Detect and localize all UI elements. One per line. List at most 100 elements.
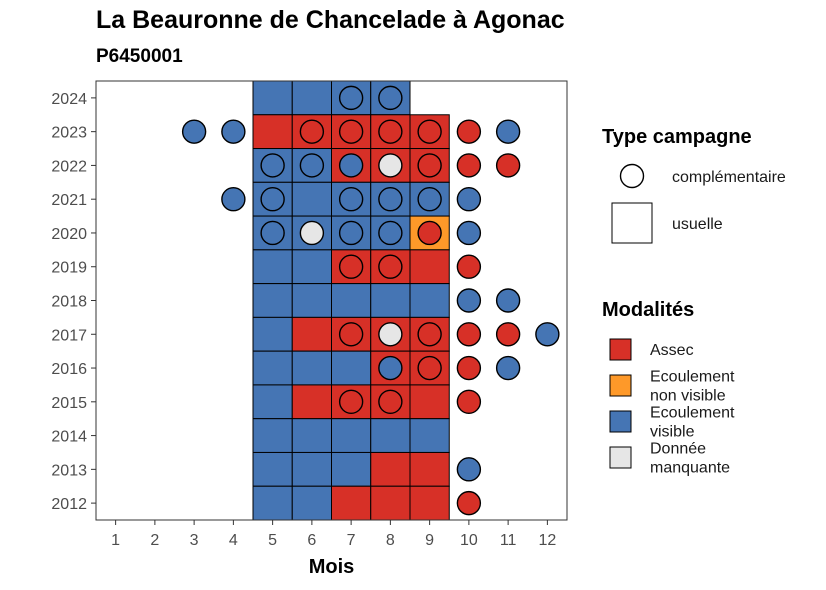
y-tick-label-2021: 2021: [51, 192, 87, 209]
tile-2017-6: [291, 316, 332, 352]
tile-2013-9: [409, 451, 450, 487]
tile-2016-5: [252, 350, 293, 386]
point-2022-8: [378, 153, 403, 178]
y-tick-label-2016: 2016: [51, 361, 87, 378]
tile-2018-7: [331, 283, 372, 318]
tile-2012-7: [331, 485, 372, 521]
point-2020-9: [417, 220, 442, 246]
point-2020-7: [338, 220, 364, 246]
point-2022-7: [338, 153, 364, 178]
tile-2017-5: [252, 316, 293, 352]
chart-subtitle: P6450001: [96, 46, 183, 67]
legend-swatch-ecoulement-non-visible: [609, 374, 632, 397]
tile-2016-7: [331, 350, 372, 386]
point-2013-10: [456, 457, 482, 482]
point-2022-10: [456, 153, 482, 178]
legend-swatch-ecoulement-visible: [609, 410, 632, 433]
legend-label-ecoulement-non-visible-line-2: non visible: [650, 388, 726, 405]
tile-2018-9: [409, 283, 450, 318]
tile-2016-6: [291, 350, 332, 386]
tile-2013-7: [331, 451, 372, 487]
legend-label-ecoulement-visible-line-1: Ecoulement: [650, 405, 735, 422]
y-tick-label-2014: 2014: [51, 429, 87, 446]
y-tick-label-2024: 2024: [51, 91, 87, 108]
point-2021-10: [456, 186, 482, 212]
point-2016-10: [456, 355, 482, 381]
x-tick-label-5: 5: [268, 532, 277, 549]
point-2022-9: [417, 153, 442, 178]
point-2020-5: [260, 220, 285, 246]
point-2017-12: [535, 322, 560, 347]
point-2018-10: [456, 288, 482, 313]
legend-swatch-donnee-manquante: [609, 446, 632, 469]
y-tick-label-2020: 2020: [51, 226, 87, 243]
complementaire-points: [181, 85, 560, 516]
point-2023-3: [181, 119, 207, 144]
tile-2018-6: [291, 283, 332, 318]
legend-label-usuelle: usuelle: [672, 216, 723, 233]
legend-swatch-assec: [609, 338, 632, 361]
point-2024-7: [338, 85, 364, 111]
tile-2012-5: [252, 485, 293, 521]
point-2015-7: [338, 389, 364, 415]
y-tick-label-2015: 2015: [51, 395, 87, 412]
tile-2014-7: [331, 418, 372, 453]
point-2020-6: [299, 220, 325, 246]
point-2021-4: [221, 186, 246, 212]
tile-2018-8: [370, 283, 411, 318]
tile-2021-6: [291, 181, 332, 217]
tile-2014-5: [252, 418, 293, 453]
legend-label-assec-line-1: Assec: [650, 342, 694, 359]
point-2023-9: [417, 119, 442, 144]
point-2017-7: [338, 322, 364, 347]
point-2015-8: [378, 389, 403, 415]
point-2021-5: [260, 186, 285, 212]
y-tick-label-2023: 2023: [51, 125, 87, 142]
x-axis-title: Mois: [309, 556, 355, 578]
tile-2019-5: [252, 249, 293, 285]
y-tick-label-2019: 2019: [51, 260, 87, 277]
legend-label-ecoulement-visible-line-2: visible: [650, 424, 695, 441]
point-2023-8: [378, 119, 403, 144]
tile-2014-9: [409, 418, 450, 453]
x-tick-label-6: 6: [307, 532, 316, 549]
tile-2014-6: [291, 418, 332, 453]
tile-2013-8: [370, 451, 411, 487]
point-2023-7: [338, 119, 364, 144]
point-2020-10: [456, 220, 482, 246]
x-tick-label-8: 8: [386, 532, 395, 549]
x-tick-label-11: 11: [500, 532, 517, 549]
tile-2024-5: [252, 80, 293, 116]
tile-2013-6: [291, 451, 332, 487]
point-2021-9: [417, 186, 442, 212]
y-tick-label-2012: 2012: [51, 496, 87, 513]
x-tick-label-10: 10: [460, 532, 478, 549]
tile-2014-8: [370, 418, 411, 453]
point-2022-5: [260, 153, 285, 178]
usuelle-tiles: [252, 80, 450, 521]
tile-2012-9: [409, 485, 450, 521]
point-2019-10: [456, 254, 482, 279]
legend-label-ecoulement-non-visible-line-1: Ecoulement: [650, 369, 735, 386]
point-2023-10: [456, 119, 482, 144]
y-axis: 2012 2013 2014 2015 2016 2017 2018 2019 2020 2021…: [51, 91, 96, 513]
point-2023-11: [495, 119, 521, 144]
point-2017-10: [456, 322, 482, 347]
legend-type-campagne: Type campagne complémentaire usuelle: [602, 126, 786, 244]
y-tick-label-2022: 2022: [51, 158, 87, 175]
point-2022-11: [495, 153, 521, 178]
point-2012-10: [456, 490, 482, 516]
tile-2015-6: [291, 384, 332, 420]
tile-2015-9: [409, 384, 450, 420]
x-tick-label-3: 3: [190, 532, 199, 549]
x-tick-label-4: 4: [229, 532, 238, 549]
legend-label-donnee-manquante-line-1: Donnée: [650, 441, 706, 458]
point-2023-4: [221, 119, 246, 144]
point-2019-8: [378, 254, 403, 279]
tile-2019-9: [409, 249, 450, 285]
chart-title: La Beauronne de Chancelade à Agonac: [96, 6, 565, 34]
tile-2012-6: [291, 485, 332, 521]
tile-2015-5: [252, 384, 293, 420]
legend-key-complementaire: [619, 163, 645, 189]
